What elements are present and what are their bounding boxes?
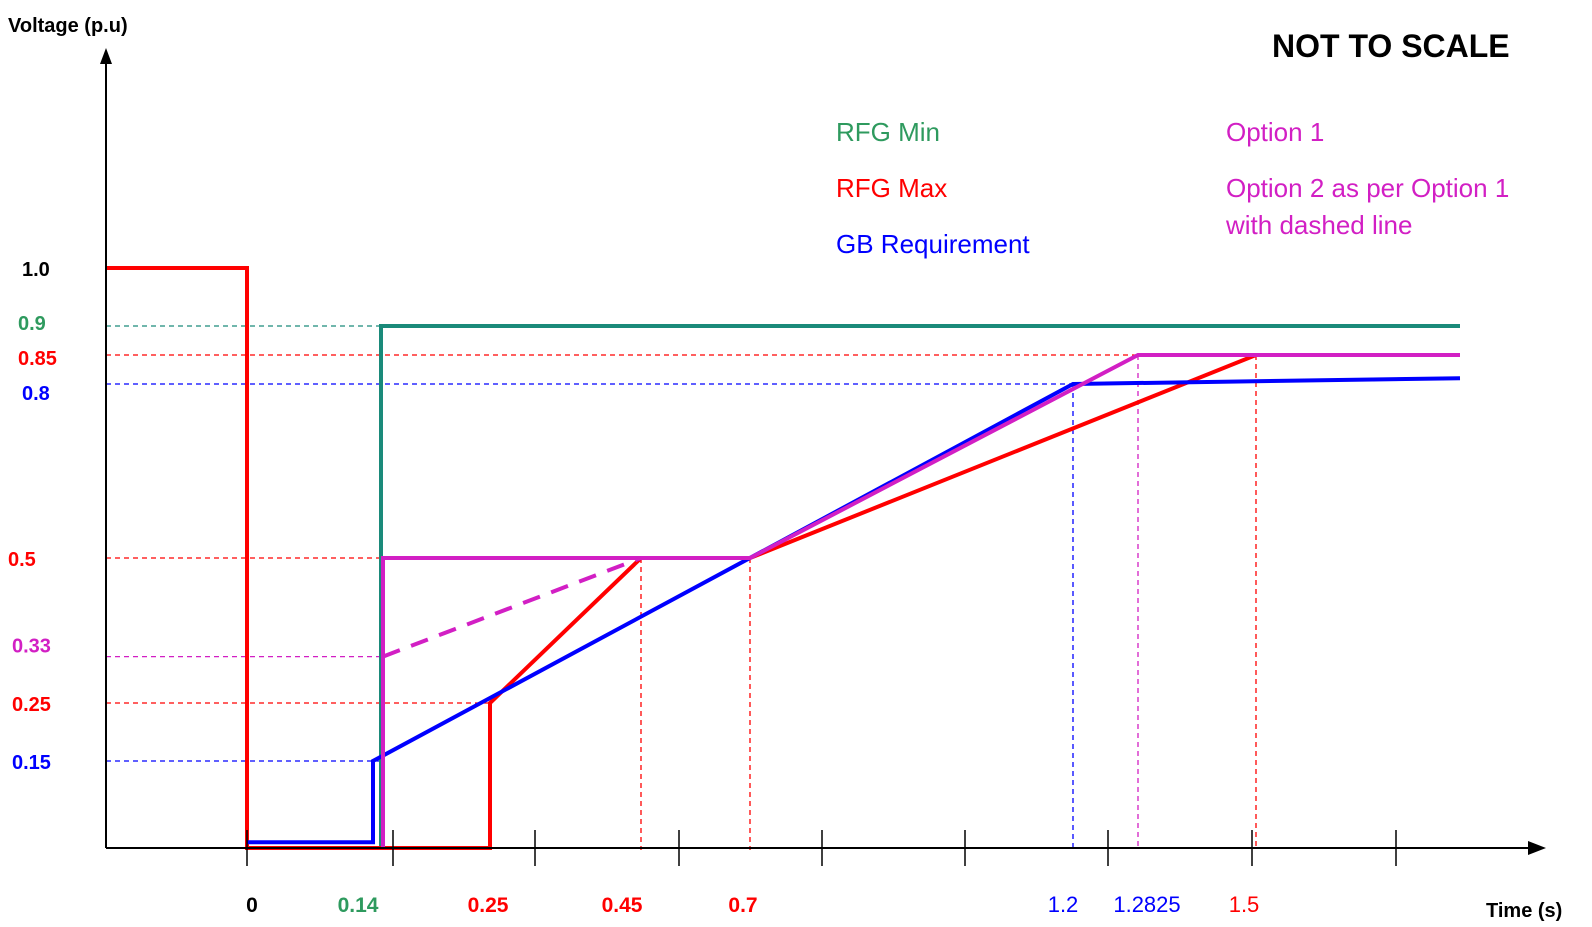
- x-axis-arrow: [1528, 841, 1546, 855]
- guide-lines: [106, 325, 1257, 850]
- series-line-option: [381, 353, 1460, 848]
- y-tick-label: 1.0: [22, 259, 50, 281]
- y-tick-label: 0.33: [12, 636, 51, 658]
- x-tick-label: 0: [246, 894, 258, 917]
- series-line-gb: [247, 376, 1461, 845]
- x-axis-label: Time (s): [1486, 900, 1562, 922]
- series-line-option-dashed: [382, 556, 642, 659]
- x-tick-label: 1.5: [1229, 892, 1260, 917]
- legend-item: with dashed line: [1225, 210, 1412, 240]
- x-tick-label: 0.25: [468, 894, 509, 917]
- legend-item: Option 1: [1226, 117, 1324, 147]
- series-line-rfg_max: [106, 266, 1460, 850]
- legend-item: RFG Max: [836, 173, 947, 203]
- legend-item: Option 2 as per Option 1: [1226, 173, 1509, 203]
- y-tick-label: 0.15: [12, 752, 51, 774]
- y-tick-label: 0.85: [18, 348, 57, 370]
- labels: Voltage (p.u) Time (s) NOT TO SCALE: [8, 15, 1562, 922]
- y-tick-label: 0.8: [22, 383, 50, 405]
- x-tick-labels: 0 0.14 0.25 0.45 0.7 1.2 1.2825 1.5: [246, 892, 1259, 917]
- series-line-rfg_min: [247, 324, 1460, 850]
- y-tick-label: 0.25: [12, 694, 51, 716]
- axes: [100, 48, 1546, 866]
- y-tick-label: 0.5: [8, 549, 36, 571]
- legend: RFG Min RFG Max GB Requirement Option 1 Opti…: [836, 117, 1509, 259]
- legend-item: GB Requirement: [836, 229, 1030, 259]
- chart-title: NOT TO SCALE: [1272, 28, 1510, 64]
- y-tick-labels: 1.0 0.9 0.85 0.8 0.5 0.33 0.25 0.15: [8, 259, 57, 774]
- x-tick-label: 1.2: [1048, 892, 1079, 917]
- legend-item: RFG Min: [836, 117, 940, 147]
- x-tick-label: 0.7: [728, 894, 757, 917]
- y-axis-arrow: [100, 48, 112, 64]
- y-axis-label: Voltage (p.u): [8, 15, 128, 37]
- y-tick-label: 0.9: [18, 313, 46, 335]
- x-tick-label: 0.45: [602, 894, 643, 917]
- x-tick-label: 1.2825: [1113, 892, 1180, 917]
- x-tick-marks: [246, 830, 1397, 866]
- x-tick-label: 0.14: [338, 894, 379, 917]
